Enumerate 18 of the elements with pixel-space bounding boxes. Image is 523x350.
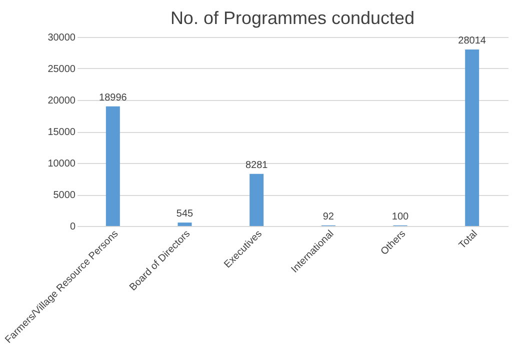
y-tick-label: 10000 <box>48 158 76 170</box>
data-label: 100 <box>392 211 410 222</box>
bar <box>106 106 120 226</box>
data-label: 18996 <box>99 92 128 104</box>
y-tick-label: 0 <box>70 222 76 232</box>
data-label: 28014 <box>458 36 486 47</box>
bar <box>178 222 192 226</box>
y-tick-label: 20000 <box>48 96 76 106</box>
y-tick-label: 25000 <box>48 64 76 75</box>
data-label: 92 <box>322 211 334 222</box>
bar <box>465 50 480 226</box>
y-tick-label: 15000 <box>48 127 76 138</box>
chart-title: No. of Programmes conducted <box>170 8 415 28</box>
y-tick-label: 5000 <box>53 190 76 201</box>
data-label: 8281 <box>245 160 268 171</box>
bar <box>250 174 264 226</box>
data-label: 545 <box>176 208 194 220</box>
y-tick-label: 30000 <box>48 32 76 44</box>
